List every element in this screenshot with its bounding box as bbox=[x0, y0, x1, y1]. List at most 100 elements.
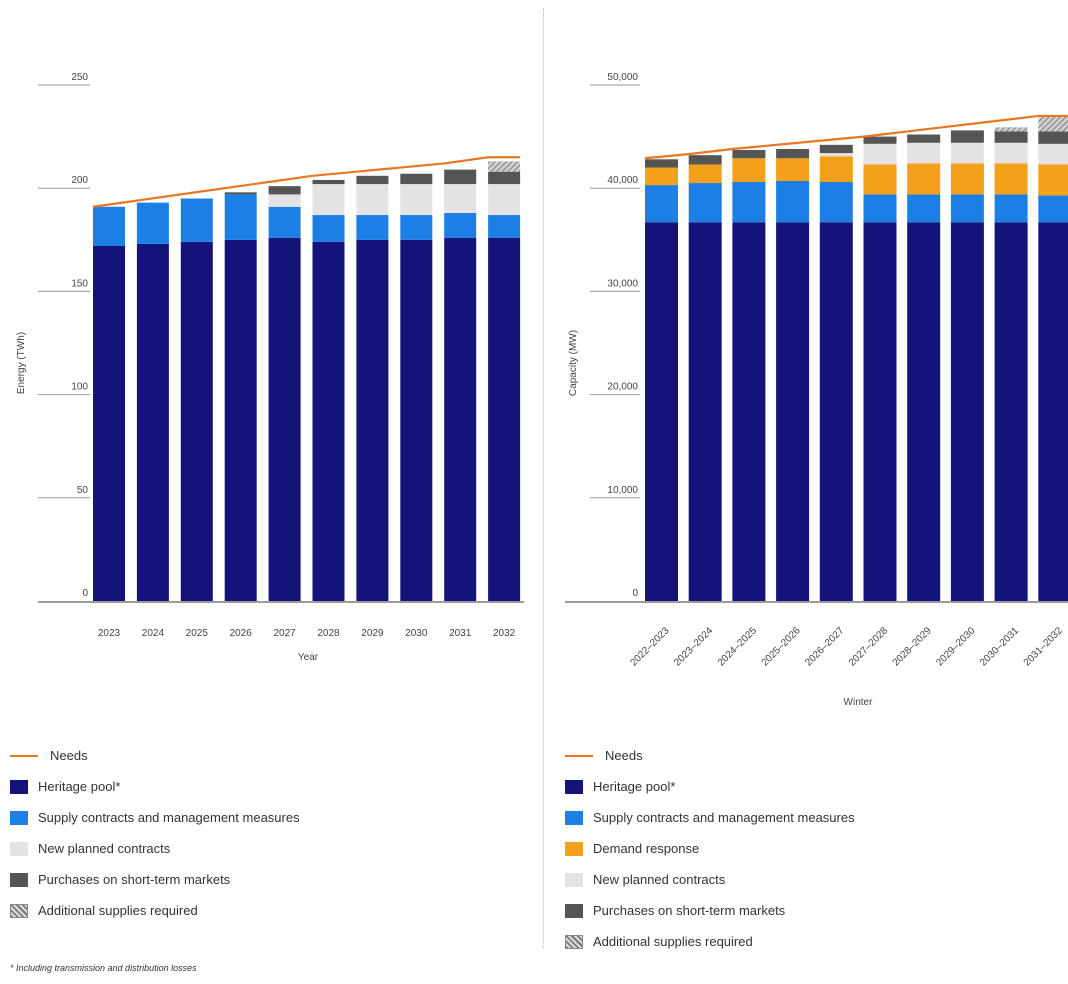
bar-segment-heritage bbox=[268, 237, 301, 601]
bar-segment-supply bbox=[400, 215, 433, 240]
legend-label: Supply contracts and management measures bbox=[593, 810, 855, 825]
bar-segment-demand bbox=[950, 163, 984, 195]
y-tick-label: 10,000 bbox=[607, 485, 638, 496]
bar-segment-supply bbox=[444, 212, 477, 238]
x-tick-label: 2026–2027 bbox=[803, 625, 846, 668]
bar-segment-heritage bbox=[819, 222, 853, 602]
legend-label: Heritage pool* bbox=[593, 779, 676, 794]
bar-segment-supply bbox=[994, 194, 1028, 223]
x-tick-label: 2029 bbox=[361, 628, 384, 639]
y-tick-label: 150 bbox=[71, 278, 88, 289]
y-tick-label: 40,000 bbox=[607, 175, 638, 186]
x-tick-label: 2027 bbox=[273, 628, 296, 639]
bar-segment-demand bbox=[863, 164, 897, 195]
bar-segment-planned bbox=[268, 194, 301, 207]
bar-segment-planned bbox=[312, 184, 345, 216]
bar-segment-additional bbox=[488, 161, 521, 172]
legend-item: Purchases on short-term markets bbox=[565, 895, 1065, 926]
bar-segment-supply bbox=[356, 215, 389, 240]
bar-segment-heritage bbox=[444, 237, 477, 601]
capacity-legend: Needs Heritage pool* Supply contracts and … bbox=[565, 740, 1065, 957]
bar-segment-supply bbox=[224, 194, 257, 240]
bar-segment-additional bbox=[994, 127, 1028, 132]
legend-hatch-swatch bbox=[10, 903, 28, 918]
bar-segment-supply bbox=[688, 183, 722, 223]
bar-segment-demand bbox=[732, 158, 766, 183]
legend-color-swatch bbox=[565, 810, 583, 825]
needs-line bbox=[92, 156, 521, 208]
y-tick-label: 200 bbox=[71, 175, 88, 186]
bar-segment-supply bbox=[268, 206, 301, 238]
capacity-chart: 0 10,000 20,000 30,000 40,000 50,000 Capacity … bbox=[565, 72, 1068, 708]
bar-segment-heritage bbox=[488, 237, 521, 601]
legend-label: New planned contracts bbox=[593, 872, 726, 887]
bar-segment-purchases bbox=[776, 148, 810, 159]
x-tick-label: 2023–2024 bbox=[672, 625, 715, 668]
y-axis-label: Energy (TWh) bbox=[16, 332, 27, 394]
bar-segment-heritage bbox=[356, 239, 389, 602]
legend-label: Additional supplies required bbox=[38, 903, 198, 918]
bar-segment-heritage bbox=[93, 245, 125, 601]
legend-color-swatch bbox=[565, 872, 583, 887]
legend-label: Additional supplies required bbox=[593, 934, 753, 949]
legend-hatch-swatch bbox=[565, 934, 583, 949]
legend-color-swatch bbox=[10, 810, 28, 825]
bar-segment-heritage bbox=[994, 222, 1028, 602]
bar-segment-supply bbox=[907, 194, 941, 223]
bar-segment-purchases bbox=[400, 173, 433, 185]
bar-segment-demand bbox=[1038, 164, 1068, 196]
bar-segment-planned bbox=[400, 184, 433, 216]
bar-segment-purchases bbox=[224, 192, 257, 195]
legend-item: Purchases on short-term markets bbox=[10, 864, 510, 895]
legend-item: Heritage pool* bbox=[10, 771, 510, 802]
x-tick-label: 2025 bbox=[186, 628, 209, 639]
bar-segment-supply bbox=[180, 198, 213, 242]
bar-segment-purchases bbox=[356, 175, 389, 185]
bar-segment-planned bbox=[907, 142, 941, 164]
bar-segment-supply bbox=[863, 194, 897, 223]
x-axis-label: Year bbox=[298, 652, 319, 663]
y-tick-label: 0 bbox=[632, 588, 638, 599]
legend-color-swatch bbox=[10, 841, 28, 856]
needs-line bbox=[644, 114, 1068, 160]
bar-segment-purchases bbox=[950, 130, 984, 143]
bar-segment-heritage bbox=[400, 239, 433, 602]
x-tick-label: 2024 bbox=[142, 628, 165, 639]
x-tick-label: 2031–2032 bbox=[1022, 625, 1065, 668]
bar-segment-heritage bbox=[950, 222, 984, 602]
legend-item: Heritage pool* bbox=[565, 771, 1065, 802]
bar-segment-heritage bbox=[776, 222, 810, 602]
bar-segment-heritage bbox=[645, 222, 678, 602]
bar-segment-demand bbox=[994, 163, 1028, 195]
legend-color-swatch bbox=[10, 779, 28, 794]
legend-label: Supply contracts and management measures bbox=[38, 810, 300, 825]
legend-line-swatch bbox=[10, 754, 38, 757]
bar-segment-planned bbox=[356, 184, 389, 216]
bar-segment-supply bbox=[732, 182, 766, 223]
legend-item: Supply contracts and management measures bbox=[565, 802, 1065, 833]
bar-segment-heritage bbox=[688, 222, 722, 602]
bar-segment-demand bbox=[819, 156, 853, 183]
x-tick-label: 2022–2023 bbox=[628, 625, 671, 668]
bar-segment-purchases bbox=[488, 171, 521, 185]
legend-label: Needs bbox=[50, 748, 88, 763]
bar-segment-heritage bbox=[180, 241, 213, 601]
x-tick-label: 2030 bbox=[405, 628, 428, 639]
bar-segment-demand bbox=[907, 163, 941, 195]
bar-segment-planned bbox=[488, 184, 521, 216]
bar-segment-heritage bbox=[1038, 222, 1068, 602]
bar-segment-planned bbox=[863, 143, 897, 165]
bar-segment-planned bbox=[994, 142, 1028, 164]
energy-legend: Needs Heritage pool* Supply contracts and … bbox=[10, 740, 510, 926]
bar-segment-supply bbox=[776, 180, 810, 223]
bar-segment-supply bbox=[136, 202, 169, 244]
bar-segment-purchases bbox=[645, 159, 678, 168]
legend-color-swatch bbox=[565, 841, 583, 856]
legend-item: Needs bbox=[565, 740, 1065, 771]
bar-segment-supply bbox=[488, 215, 521, 238]
bar-segment-supply bbox=[819, 182, 853, 223]
chart-divider bbox=[543, 8, 544, 948]
legend-color-swatch bbox=[565, 903, 583, 918]
y-tick-label: 50 bbox=[77, 485, 89, 496]
bar-segment-purchases bbox=[907, 134, 941, 143]
